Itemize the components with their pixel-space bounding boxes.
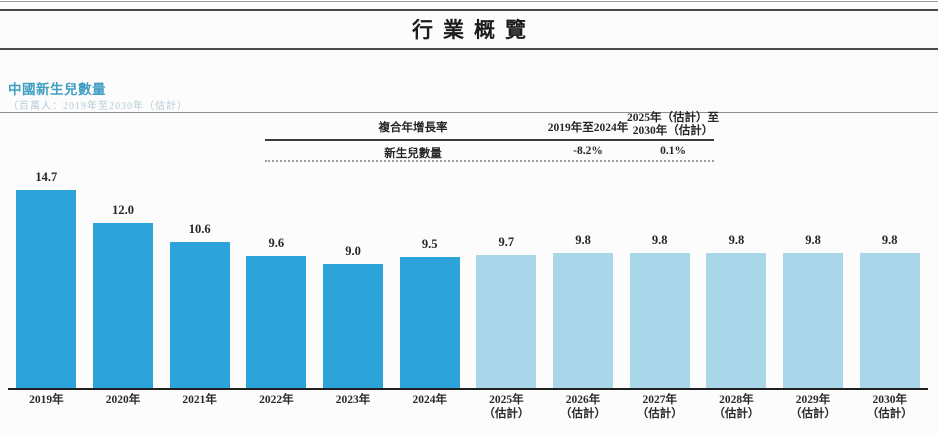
bar-value-label: 9.8	[805, 233, 821, 247]
page-title: 行業概覽	[412, 18, 536, 42]
bar-value-label: 9.8	[881, 233, 898, 247]
bar-column: 12.0	[85, 170, 162, 388]
bar	[399, 257, 460, 388]
x-axis-label: 2025年 （估計）	[483, 394, 530, 420]
table-header-period2-line1: 2025年（估計）至	[627, 112, 719, 124]
bar	[93, 223, 153, 388]
table-row-label: 新生兒數量	[384, 148, 442, 160]
bars-row: 14.7 12.0 10.6 9.6 9.0 9.5 9.7 9.8 9.8 9.8 9.8 9.8	[8, 170, 928, 388]
bar-column: 9.5	[391, 170, 468, 388]
bar-value-label: 9.8	[575, 233, 591, 247]
table-header-underline	[265, 139, 714, 141]
table-header-metric: 複合年增長率	[378, 122, 448, 134]
x-axis-label: 2024年	[412, 394, 447, 406]
bar-column: 14.7	[8, 170, 85, 388]
x-labels-row: 2019年 2020年 2021年 2022年 2023年 2024年 2025年 （估計） 2…	[8, 394, 928, 421]
bar	[169, 242, 230, 388]
table-row-value-period2: 0.1%	[660, 145, 686, 157]
bar-value-label: 9.0	[345, 244, 361, 258]
x-axis-label: 2028年 （估計）	[713, 394, 760, 420]
bar	[859, 253, 920, 388]
bar-column: 9.7	[468, 170, 545, 388]
x-axis-label: 2019年	[29, 394, 64, 406]
bar	[553, 253, 613, 388]
x-axis-label: 2029年 （估計）	[790, 394, 837, 420]
table-header-period1: 2019年至2024年	[547, 122, 629, 134]
bar	[783, 253, 843, 388]
bar-column: 9.6	[238, 170, 315, 388]
bar-column: 9.8	[698, 170, 775, 388]
bar-column: 9.8	[775, 170, 852, 388]
chart-heading: 中國新生兒數量	[8, 82, 106, 97]
bar	[323, 264, 383, 388]
bar-value-label: 14.7	[35, 170, 58, 184]
x-axis-label: 2021年	[182, 394, 217, 406]
chart-subtitle: （百萬人：2019年至2030年（估計）	[8, 101, 188, 112]
bar-column: 10.6	[161, 170, 238, 388]
bar-column: 9.8	[621, 170, 698, 388]
top-divider-line	[0, 1, 938, 2]
bar-value-label: 12.0	[112, 203, 134, 217]
bar-column: 9.8	[545, 170, 622, 388]
title-box-top-line	[0, 9, 938, 11]
subtitle-divider-line	[0, 112, 938, 113]
bar	[476, 255, 537, 388]
table-bottom-dotted-line	[265, 160, 714, 162]
x-axis-line	[8, 388, 928, 390]
x-axis-label: 2023年	[335, 394, 371, 406]
bar	[16, 190, 77, 388]
bar	[706, 253, 767, 388]
table-row-value-period1: -8.2%	[573, 145, 603, 157]
bar	[629, 253, 690, 388]
x-axis-label: 2022年	[259, 394, 294, 406]
x-axis-label: 2026年 （估計）	[560, 394, 607, 420]
bar-value-label: 9.6	[268, 236, 285, 250]
bar-column: 9.8	[851, 170, 928, 388]
title-box-bottom-line	[0, 48, 938, 50]
bar-column: 9.0	[315, 170, 392, 388]
bar-value-label: 9.8	[728, 233, 745, 247]
x-axis-label: 2030年 （估計）	[866, 394, 913, 420]
bar-value-label: 9.5	[421, 237, 438, 251]
table-header-period2: 2025年（估計）至 2030年（估計）	[615, 112, 731, 138]
bar-value-label: 10.6	[188, 222, 211, 236]
bar	[246, 256, 307, 388]
x-axis-label: 2027年 （估計）	[636, 394, 683, 420]
table-header-period2-line2: 2030年（估計）	[632, 125, 714, 137]
bar-value-label: 9.8	[651, 233, 668, 247]
x-axis-label: 2020年	[105, 394, 141, 406]
bar-value-label: 9.7	[498, 235, 515, 249]
